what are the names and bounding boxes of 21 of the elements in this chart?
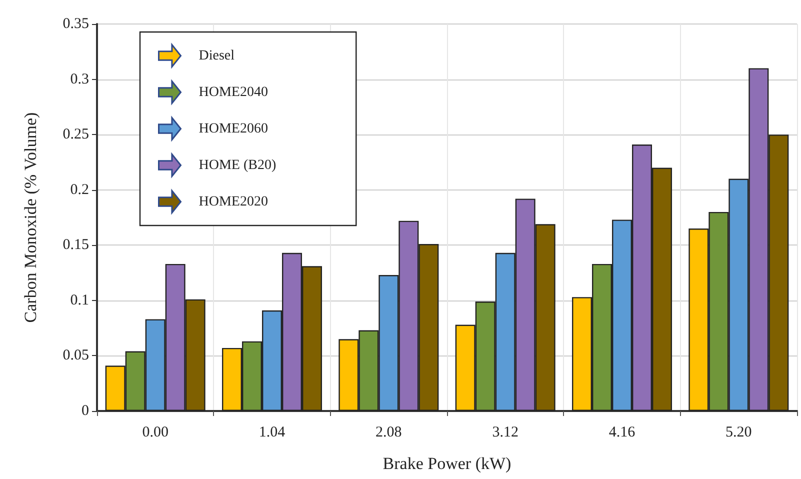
y-axis-title: Carbon Monoxide (% Volume) bbox=[21, 112, 40, 323]
x-axis-title: Brake Power (kW) bbox=[382, 454, 512, 473]
x-tick-label: 0.00 bbox=[142, 424, 168, 440]
y-tick-label: 0 bbox=[82, 403, 89, 419]
legend-label: HOME (B20) bbox=[198, 158, 276, 173]
x-tick-label: 5.20 bbox=[726, 424, 752, 440]
legend-label: Diesel bbox=[198, 48, 235, 64]
y-tick-label: 0.25 bbox=[62, 126, 89, 143]
x-tick-label: 4.16 bbox=[608, 424, 636, 440]
legend-label: HOME2020 bbox=[198, 194, 268, 210]
legend-label: HOME2040 bbox=[198, 84, 268, 100]
x-tick-label: 3.12 bbox=[492, 424, 518, 440]
x-tick-label: 1.04 bbox=[258, 424, 286, 440]
legend-label: HOME2060 bbox=[198, 121, 268, 136]
y-tick-label: 0.3 bbox=[70, 71, 89, 88]
y-tick-label: 0.05 bbox=[62, 348, 89, 364]
y-tick-label: 0.35 bbox=[62, 16, 89, 32]
y-tick-label: 0.1 bbox=[70, 292, 89, 308]
y-tick-label: 0.15 bbox=[62, 237, 89, 254]
x-tick-label: 2.08 bbox=[376, 424, 402, 440]
y-tick-label: 0.2 bbox=[70, 182, 89, 198]
